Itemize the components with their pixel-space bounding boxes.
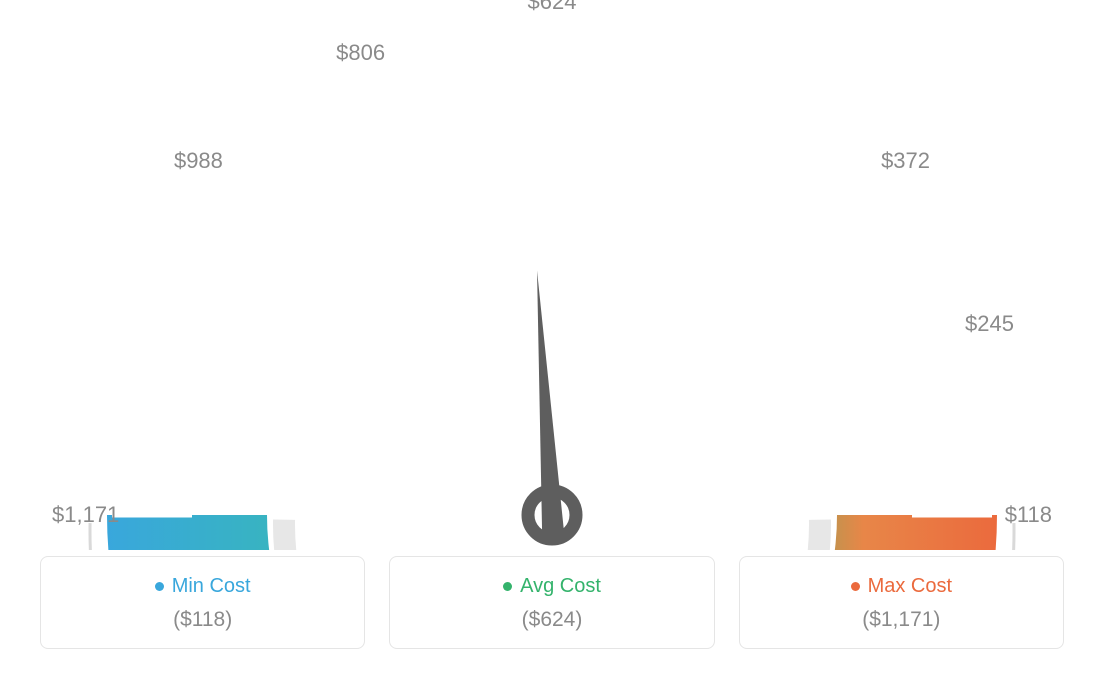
legend-card-max: Max Cost ($1,171) — [739, 556, 1064, 649]
tick-label: $988 — [174, 148, 223, 174]
legend-row: Min Cost ($118) Avg Cost ($624) Max Cost… — [40, 556, 1064, 649]
legend-card-avg: Avg Cost ($624) — [389, 556, 714, 649]
dot-icon — [851, 582, 860, 591]
legend-title-min: Min Cost — [155, 575, 251, 598]
legend-label: Max Cost — [868, 575, 952, 598]
legend-value-avg: ($624) — [400, 608, 703, 632]
gauge-svg — [40, 10, 1064, 550]
tick-label: $372 — [881, 148, 930, 174]
legend-card-min: Min Cost ($118) — [40, 556, 365, 649]
legend-value-min: ($118) — [51, 608, 354, 632]
legend-label: Min Cost — [172, 575, 251, 598]
legend-title-avg: Avg Cost — [503, 575, 601, 598]
legend-value-max: ($1,171) — [750, 608, 1053, 632]
tick-label: $118 — [1005, 502, 1052, 528]
legend-title-max: Max Cost — [851, 575, 952, 598]
tick-label: $1,171 — [52, 502, 119, 528]
legend-label: Avg Cost — [520, 575, 601, 598]
tick-label: $806 — [336, 40, 385, 66]
gauge-chart: $118$245$372$624$806$988$1,171 — [40, 10, 1064, 550]
tick-label: $624 — [528, 0, 577, 15]
tick-label: $245 — [965, 311, 1014, 337]
dot-icon — [503, 582, 512, 591]
dot-icon — [155, 582, 164, 591]
